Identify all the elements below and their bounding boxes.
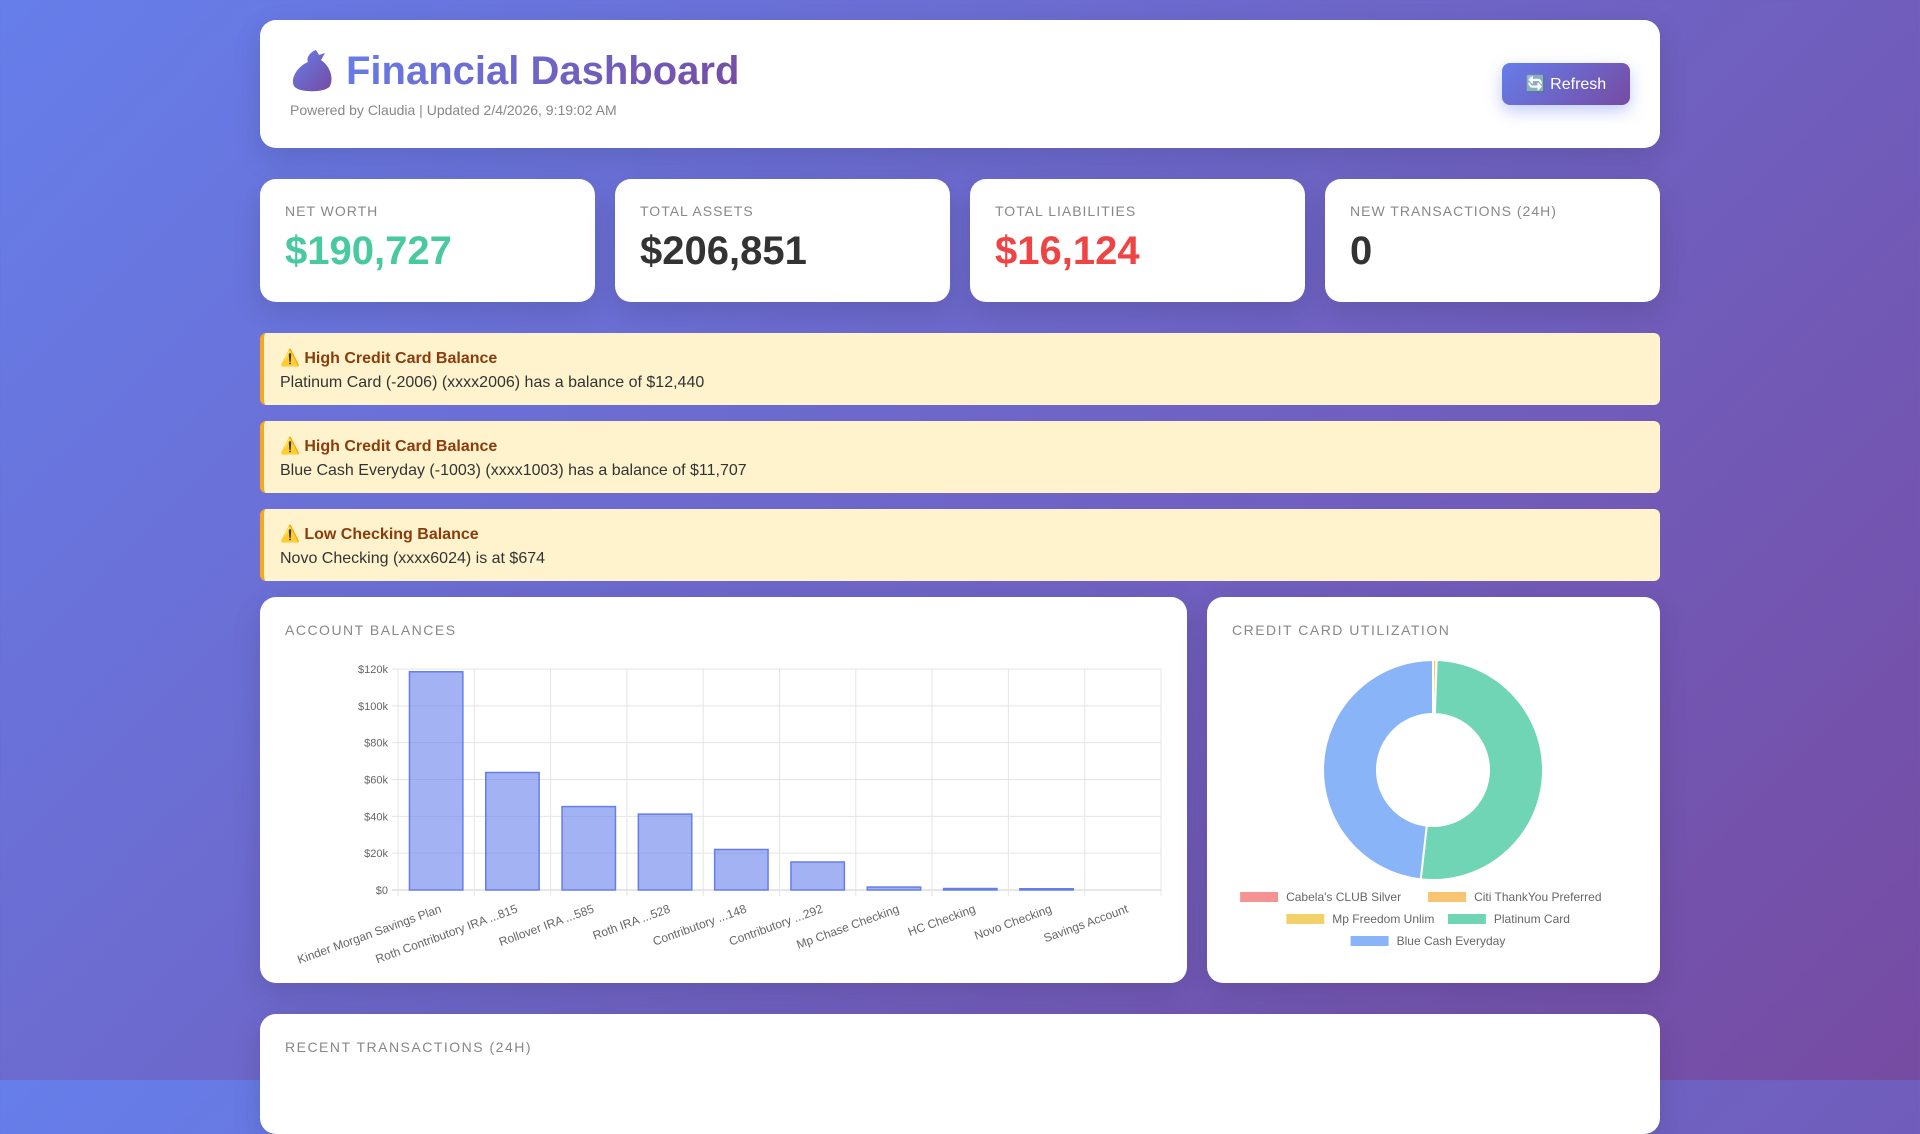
x-tick-label: Savings Account — [1042, 901, 1131, 945]
alert-high-balance-platinum: ⚠️ High Credit Card Balance Platinum Card… — [260, 333, 1660, 405]
refresh-button[interactable]: 🔄 Refresh — [1502, 63, 1630, 105]
header-card: Financial Dashboard Powered by Claudia |… — [260, 20, 1660, 148]
legend-label: Cabela's CLUB Silver — [1286, 890, 1401, 904]
stat-total-assets: Total Assets $206,851 — [615, 179, 950, 302]
legend-label: Citi ThankYou Preferred — [1474, 890, 1601, 904]
bar — [1019, 888, 1075, 891]
x-tick-label: Roth Contributory IRA ...815 — [374, 902, 520, 967]
credit-utilization-card: Credit Card Utilization Cabela's CLUB Si… — [1207, 597, 1660, 983]
bar — [713, 848, 769, 891]
stat-total-liabilities: Total Liabilities $16,124 — [970, 179, 1305, 302]
legend-swatch — [1428, 892, 1467, 902]
account-balances-card: Account Balances $0 $20k $40k $60k $80k $100k… — [260, 597, 1187, 983]
recent-transactions-card: Recent Transactions (24h) — [260, 1014, 1660, 1134]
legend-label: Platinum Card — [1494, 912, 1570, 926]
bar — [866, 886, 922, 891]
y-tick-label: $80k — [364, 738, 388, 750]
legend-swatch — [1447, 914, 1486, 924]
x-tick-label: Novo Checking — [972, 902, 1053, 943]
bar — [484, 771, 540, 891]
y-tick-label: $60k — [364, 775, 388, 787]
y-tick-label: $100k — [358, 701, 388, 713]
subtitle: Powered by Claudia | Updated 2/4/2026, 9… — [290, 102, 617, 118]
y-tick-label: $40k — [364, 811, 388, 823]
money-bag-icon — [292, 50, 332, 92]
page-title: Financial Dashboard — [290, 48, 739, 94]
bar — [561, 805, 617, 891]
alert-low-checking: ⚠️ Low Checking Balance Novo Checking (xx… — [260, 509, 1660, 581]
bar — [637, 813, 693, 891]
alert-high-balance-blue-cash: ⚠️ High Credit Card Balance Blue Cash Eve… — [260, 421, 1660, 493]
legend-swatch — [1286, 914, 1325, 924]
x-tick-label: Kinder Morgan Savings Plan — [295, 902, 443, 967]
credit-utilization-chart: Cabela's CLUB Silver Citi ThankYou Prefer… — [1240, 658, 1602, 948]
account-balances-chart: $0 $20k $40k $60k $80k $100k $120k Kinder Morga… — [295, 664, 1162, 967]
bar — [790, 861, 846, 891]
legend-label: Mp Freedom Unlim — [1332, 912, 1434, 926]
legend-swatch — [1350, 936, 1389, 946]
stat-net-worth: Net Worth $190,727 — [260, 179, 595, 302]
legend-label: Blue Cash Everyday — [1397, 934, 1506, 948]
y-tick-label: $120k — [358, 664, 388, 676]
stat-new-transactions: New Transactions (24h) 0 — [1325, 179, 1660, 302]
bar — [408, 671, 464, 891]
y-tick-label: $20k — [364, 848, 388, 860]
donut-slice — [1322, 658, 1434, 881]
x-tick-label: HC Checking — [906, 902, 977, 939]
legend-swatch — [1240, 892, 1279, 902]
bar — [942, 887, 998, 891]
donut-slice — [1419, 659, 1544, 881]
y-tick-label: $0 — [376, 885, 388, 897]
